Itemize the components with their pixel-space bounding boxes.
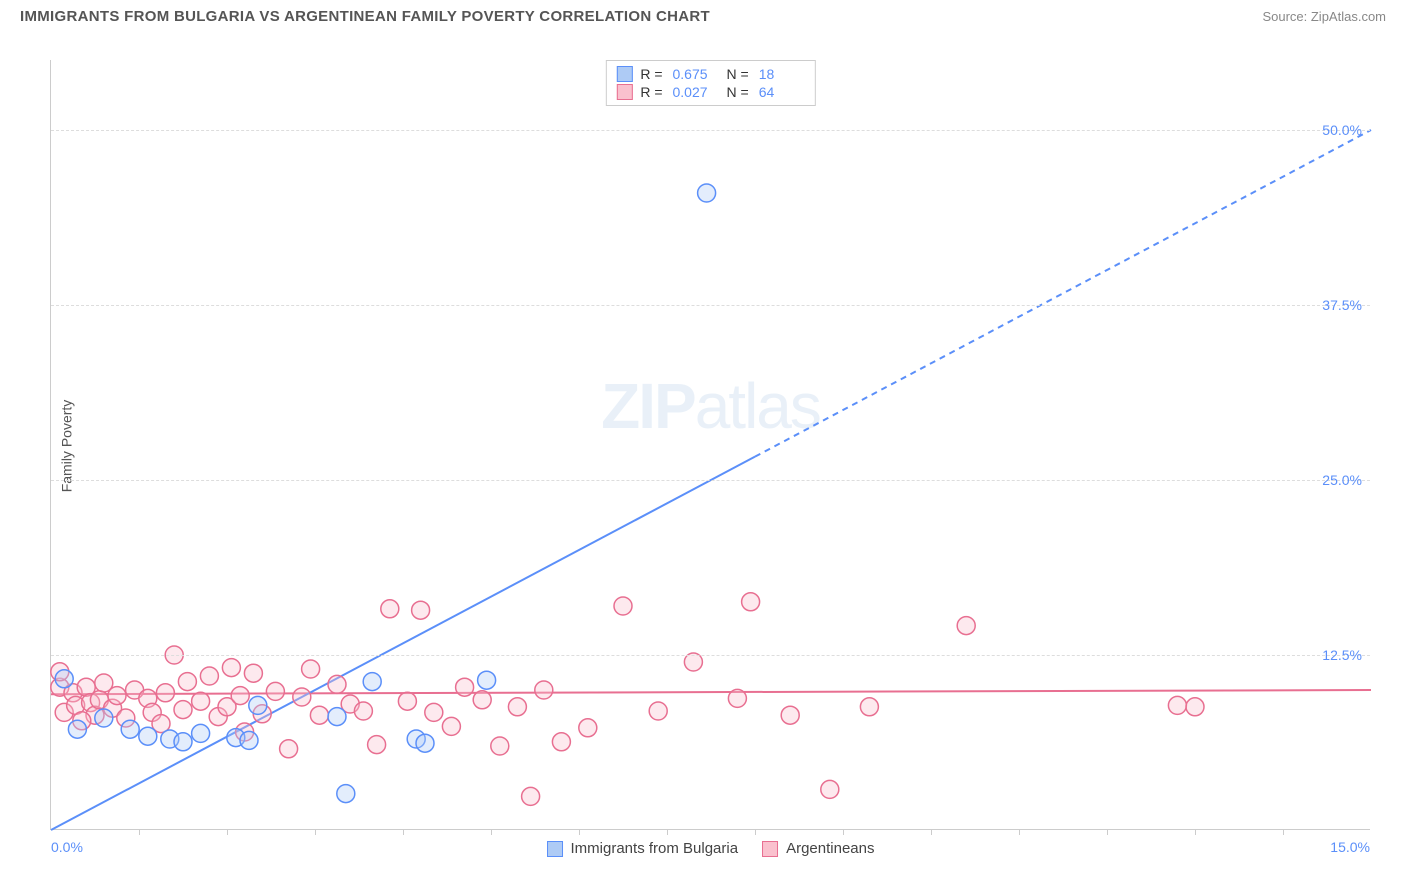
scatter-point bbox=[174, 701, 192, 719]
legend-row-argentineans: R = 0.027 N = 64 bbox=[616, 83, 804, 101]
gridline bbox=[51, 480, 1370, 481]
x-tick bbox=[755, 829, 756, 835]
x-tick bbox=[403, 829, 404, 835]
scatter-point bbox=[337, 785, 355, 803]
x-tick bbox=[1195, 829, 1196, 835]
scatter-point bbox=[368, 736, 386, 754]
x-min-label: 0.0% bbox=[51, 839, 83, 855]
scatter-point bbox=[156, 684, 174, 702]
gridline bbox=[51, 130, 1370, 131]
scatter-point bbox=[579, 719, 597, 737]
x-tick bbox=[1107, 829, 1108, 835]
scatter-point bbox=[200, 667, 218, 685]
series-legend: Immigrants from Bulgaria Argentineans bbox=[547, 840, 875, 857]
swatch-argentineans bbox=[616, 84, 632, 100]
scatter-point bbox=[860, 698, 878, 716]
scatter-point bbox=[535, 681, 553, 699]
scatter-point bbox=[139, 727, 157, 745]
scatter-points-layer bbox=[51, 60, 1370, 829]
swatch-argentineans-icon bbox=[762, 841, 778, 857]
x-tick bbox=[579, 829, 580, 835]
x-tick bbox=[667, 829, 668, 835]
scatter-point bbox=[821, 780, 839, 798]
scatter-point bbox=[174, 733, 192, 751]
chart-title: IMMIGRANTS FROM BULGARIA VS ARGENTINEAN … bbox=[20, 8, 710, 25]
scatter-point bbox=[781, 706, 799, 724]
x-tick bbox=[1283, 829, 1284, 835]
scatter-point bbox=[95, 709, 113, 727]
scatter-point bbox=[522, 787, 540, 805]
scatter-point bbox=[381, 600, 399, 618]
scatter-point bbox=[55, 670, 73, 688]
scatter-point bbox=[249, 696, 267, 714]
y-tick-label: 12.5% bbox=[1322, 647, 1362, 663]
scatter-point bbox=[456, 678, 474, 696]
scatter-point bbox=[328, 675, 346, 693]
source-label: Source: ZipAtlas.com bbox=[1262, 9, 1386, 24]
scatter-point bbox=[302, 660, 320, 678]
legend-item-bulgaria: Immigrants from Bulgaria bbox=[547, 840, 739, 857]
x-tick bbox=[843, 829, 844, 835]
x-tick bbox=[931, 829, 932, 835]
scatter-point bbox=[310, 706, 328, 724]
scatter-point bbox=[328, 708, 346, 726]
plot-container: ZIPatlas R = 0.675 N = 18 R = 0.027 N = … bbox=[50, 60, 1370, 830]
scatter-point bbox=[178, 673, 196, 691]
scatter-point bbox=[552, 733, 570, 751]
scatter-point bbox=[473, 691, 491, 709]
scatter-point bbox=[363, 673, 381, 691]
x-max-label: 15.0% bbox=[1330, 839, 1370, 855]
x-tick bbox=[227, 829, 228, 835]
y-tick-label: 25.0% bbox=[1322, 472, 1362, 488]
correlation-legend: R = 0.675 N = 18 R = 0.027 N = 64 bbox=[605, 60, 815, 106]
scatter-point bbox=[231, 687, 249, 705]
scatter-point bbox=[412, 601, 430, 619]
gridline bbox=[51, 655, 1370, 656]
scatter-point bbox=[222, 659, 240, 677]
scatter-point bbox=[192, 692, 210, 710]
swatch-bulgaria bbox=[616, 66, 632, 82]
scatter-point bbox=[614, 597, 632, 615]
scatter-point bbox=[425, 703, 443, 721]
scatter-point bbox=[121, 720, 139, 738]
scatter-point bbox=[742, 593, 760, 611]
swatch-bulgaria-icon bbox=[547, 841, 563, 857]
scatter-point bbox=[192, 724, 210, 742]
scatter-point bbox=[416, 734, 434, 752]
scatter-point bbox=[442, 717, 460, 735]
header: IMMIGRANTS FROM BULGARIA VS ARGENTINEAN … bbox=[0, 0, 1406, 29]
scatter-point bbox=[508, 698, 526, 716]
x-tick bbox=[491, 829, 492, 835]
scatter-point bbox=[1186, 698, 1204, 716]
scatter-point bbox=[354, 702, 372, 720]
scatter-point bbox=[649, 702, 667, 720]
legend-row-bulgaria: R = 0.675 N = 18 bbox=[616, 65, 804, 83]
scatter-point bbox=[698, 184, 716, 202]
scatter-point bbox=[1168, 696, 1186, 714]
scatter-point bbox=[491, 737, 509, 755]
plot-area: ZIPatlas R = 0.675 N = 18 R = 0.027 N = … bbox=[50, 60, 1370, 830]
x-tick bbox=[139, 829, 140, 835]
scatter-point bbox=[957, 617, 975, 635]
scatter-point bbox=[280, 740, 298, 758]
legend-item-argentineans: Argentineans bbox=[762, 840, 874, 857]
scatter-point bbox=[293, 688, 311, 706]
scatter-point bbox=[68, 720, 86, 738]
scatter-point bbox=[478, 671, 496, 689]
scatter-point bbox=[244, 664, 262, 682]
gridline bbox=[51, 305, 1370, 306]
x-tick bbox=[315, 829, 316, 835]
y-tick-label: 50.0% bbox=[1322, 122, 1362, 138]
x-tick bbox=[1019, 829, 1020, 835]
scatter-point bbox=[728, 689, 746, 707]
y-tick-label: 37.5% bbox=[1322, 297, 1362, 313]
scatter-point bbox=[108, 687, 126, 705]
scatter-point bbox=[266, 682, 284, 700]
scatter-point bbox=[240, 731, 258, 749]
scatter-point bbox=[398, 692, 416, 710]
